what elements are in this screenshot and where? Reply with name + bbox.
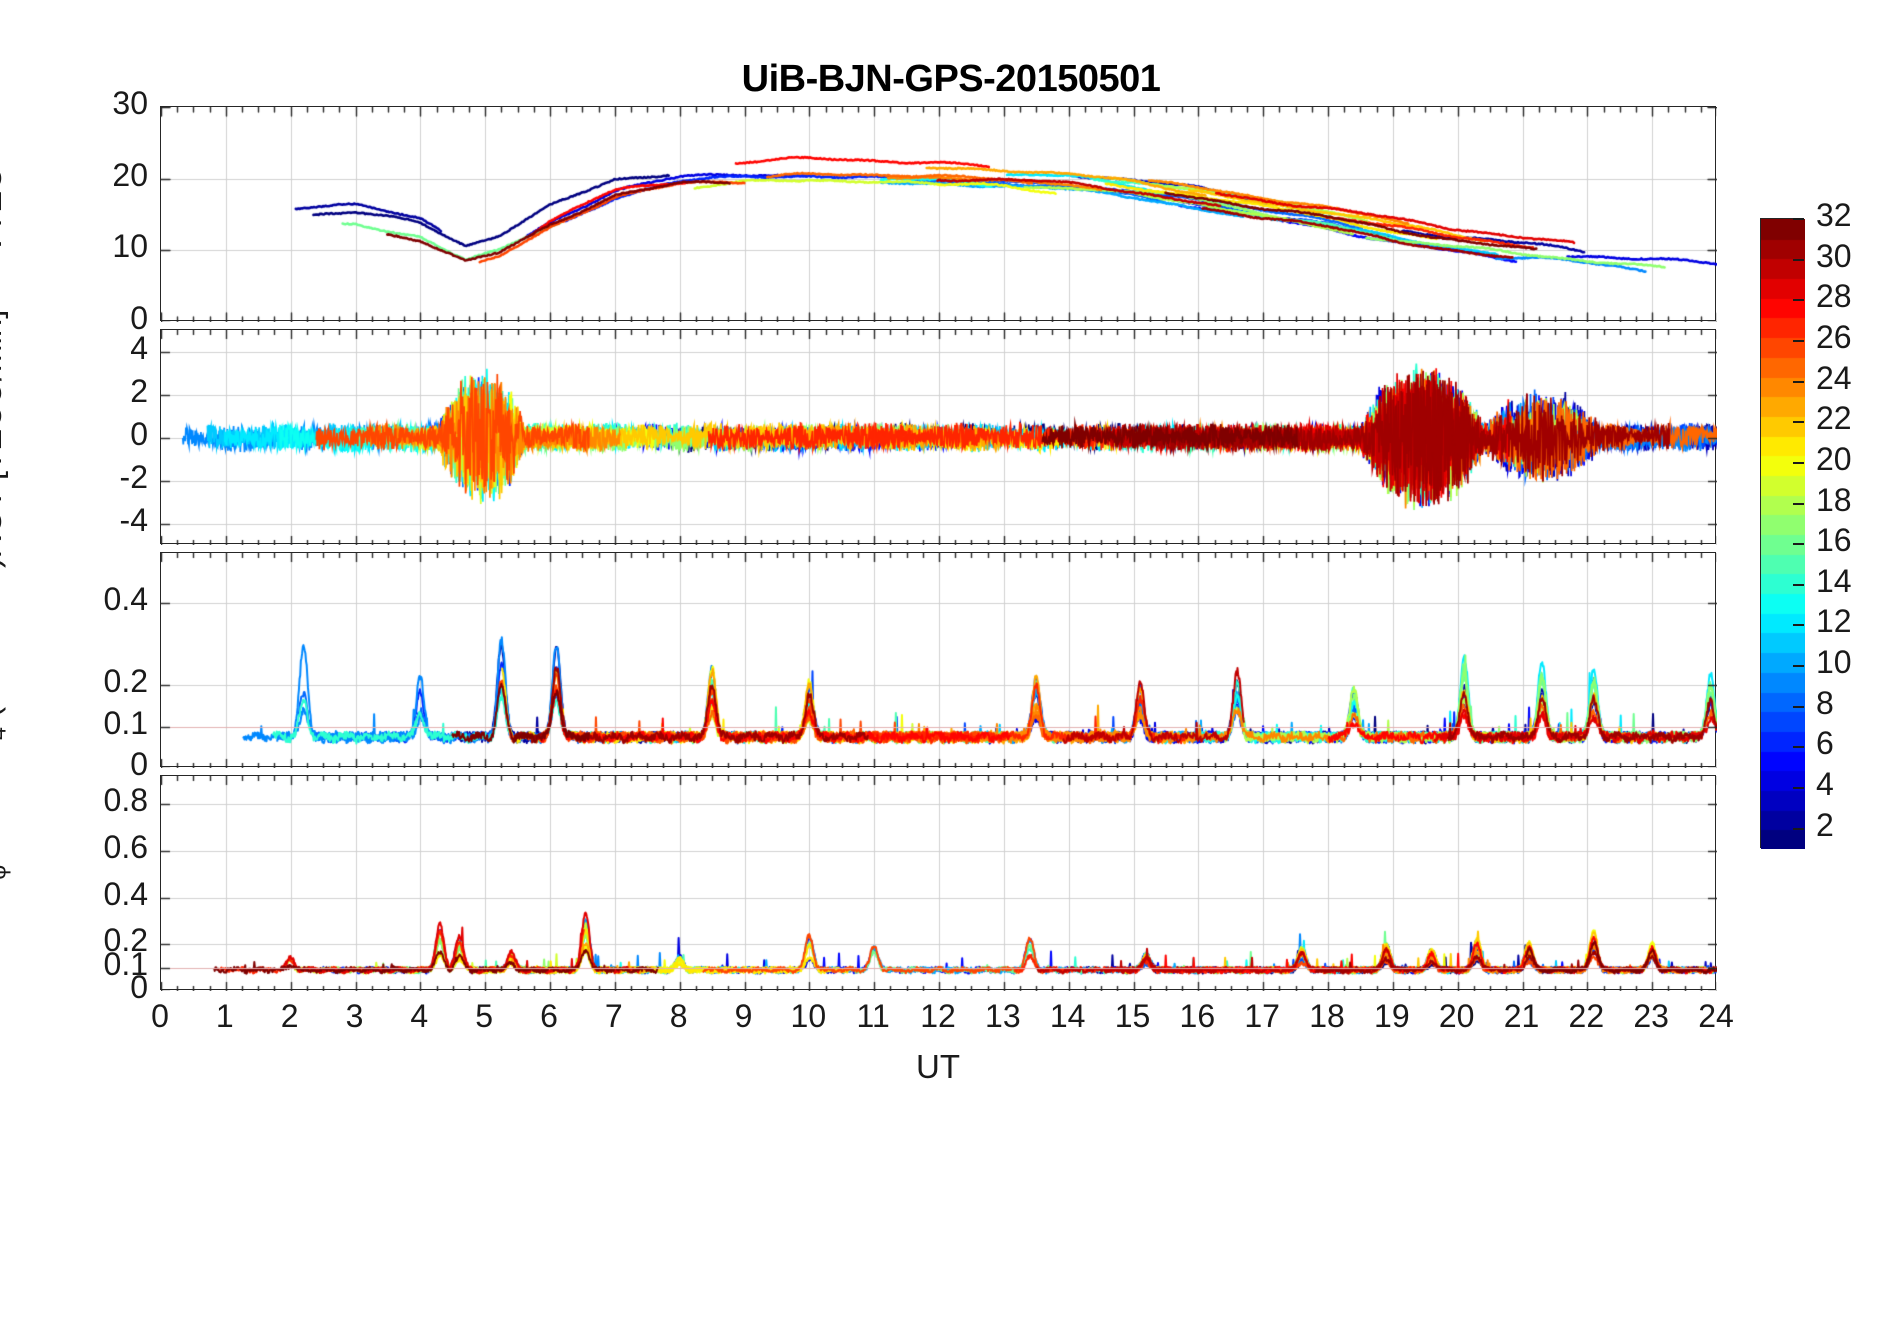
colorbar-tick-label: 30: [1816, 237, 1852, 274]
colorbar-tick-label: 2: [1816, 806, 1834, 843]
figure-title: UiB-BJN-GPS-20150501: [741, 58, 1161, 100]
x-tick-label: 12: [920, 998, 956, 1034]
colorbar-tick-label: 18: [1816, 481, 1852, 518]
x-tick-label: 13: [985, 998, 1021, 1034]
colorbar-tick-label: 28: [1816, 278, 1852, 315]
x-tick-label: 20: [1438, 998, 1475, 1034]
colorbar-tick-label: 24: [1816, 359, 1852, 396]
colorbar-tick-label: 4: [1816, 766, 1834, 803]
colorbar-tick-label: 8: [1816, 684, 1834, 721]
x-tick-label: 14: [1049, 998, 1086, 1034]
y-tick-label: 20: [112, 156, 148, 193]
y-tick-label: -2: [119, 458, 148, 495]
y-tick-label: 0.2: [103, 922, 148, 959]
y-tick-label: 30: [112, 85, 148, 121]
x-tick-label: 9: [734, 998, 753, 1034]
x-tick-label: 16: [1179, 998, 1216, 1034]
colorbar-tick-mark: [1793, 340, 1804, 342]
y-tick-label: 0: [130, 746, 148, 782]
colorbar-tick-mark: [1793, 259, 1804, 261]
colorbar-tick-mark: [1793, 665, 1804, 667]
colorbar-tick-mark: [1793, 381, 1804, 383]
x-tick-label: 23: [1633, 998, 1669, 1034]
sigma-phi-canvas: [161, 776, 1717, 991]
y-tick-label: 0: [130, 969, 148, 1005]
x-tick-label: 17: [1244, 998, 1280, 1034]
y-tick-label: 0: [130, 300, 148, 336]
colorbar-tick-label: 6: [1816, 725, 1834, 762]
x-tick-label: 6: [540, 998, 558, 1034]
y-tick-label: 4: [130, 329, 148, 366]
y-tick-label: 0.1: [103, 704, 148, 741]
x-axis-label: UT: [916, 1048, 960, 1085]
colorbar-tick-label: 26: [1816, 318, 1852, 355]
y-tick-label: 0.6: [103, 828, 148, 865]
y-tick-label: -4: [119, 501, 148, 538]
colorbar-tick-mark: [1793, 746, 1804, 748]
colorbar-tick-mark: [1793, 787, 1804, 789]
rot-canvas: [161, 330, 1717, 545]
colorbar-tick-label: 20: [1816, 440, 1852, 477]
x-tick-label: 1: [215, 998, 234, 1034]
s4-plot-area: [160, 552, 1717, 768]
colorbar-tick-label: 32: [1816, 197, 1852, 233]
x-tick-label: 3: [345, 998, 364, 1034]
x-tick-label: 7: [604, 998, 623, 1034]
y-tick-label: 2: [130, 372, 148, 409]
colorbar-tick-mark: [1793, 421, 1804, 423]
vtec-canvas: [161, 107, 1717, 322]
sigma-phi-plot-area: [160, 775, 1717, 991]
x-tick-label: 15: [1114, 998, 1151, 1034]
colorbar-tick-mark: [1793, 624, 1804, 626]
x-tick-label: 18: [1309, 998, 1345, 1034]
y-tick-label: 0.2: [103, 663, 148, 700]
colorbar-tick-mark: [1793, 299, 1804, 301]
sigma-phi-axis-label: σφ: [0, 822, 11, 942]
colorbar-tick-mark: [1793, 218, 1804, 220]
rot-plot-area: [160, 329, 1717, 545]
x-tick-label: 10: [790, 998, 827, 1034]
y-tick-label: 0.4: [103, 580, 148, 617]
x-tick-label: 0: [151, 998, 169, 1034]
x-tick-label: 21: [1503, 998, 1540, 1034]
y-tick-label: 0.1: [103, 945, 148, 982]
s4-canvas: [161, 553, 1717, 768]
x-tick-label: 22: [1568, 998, 1605, 1034]
colorbar-tick-mark: [1793, 828, 1804, 830]
x-tick-label: 4: [410, 998, 429, 1034]
y-tick-label: 0.4: [103, 875, 148, 912]
colorbar-tick-mark: [1793, 462, 1804, 464]
x-tick-label: 11: [856, 998, 890, 1034]
y-tick-label: 0.8: [103, 782, 148, 819]
colorbar-tick-label: 16: [1816, 522, 1852, 559]
colorbar-tick-mark: [1793, 706, 1804, 708]
x-tick-label: 2: [280, 998, 299, 1034]
prn-colorbar[interactable]: [1760, 218, 1805, 849]
colorbar-tick-label: 12: [1816, 603, 1852, 640]
colorbar-tick-label: 10: [1816, 644, 1852, 681]
s4-axis-label: S4 ("ism.mat"): [0, 556, 10, 761]
x-tick-label: 24: [1698, 998, 1734, 1034]
y-tick-label: 10: [112, 228, 148, 265]
colorbar-tick-mark: [1793, 543, 1804, 545]
colorbar-tick-label: 22: [1816, 400, 1852, 437]
colorbar-tick-label: 14: [1816, 562, 1852, 599]
colorbar-tick-mark: [1793, 503, 1804, 505]
x-tick-label: 19: [1374, 998, 1410, 1034]
x-tick-label: 5: [475, 998, 494, 1034]
x-tick-label: 8: [669, 998, 688, 1034]
vtec-plot-area: [160, 106, 1717, 322]
colorbar-tick-mark: [1793, 584, 1804, 586]
prn-colorbar-canvas: [1761, 219, 1805, 849]
y-tick-label: 0: [130, 415, 148, 452]
